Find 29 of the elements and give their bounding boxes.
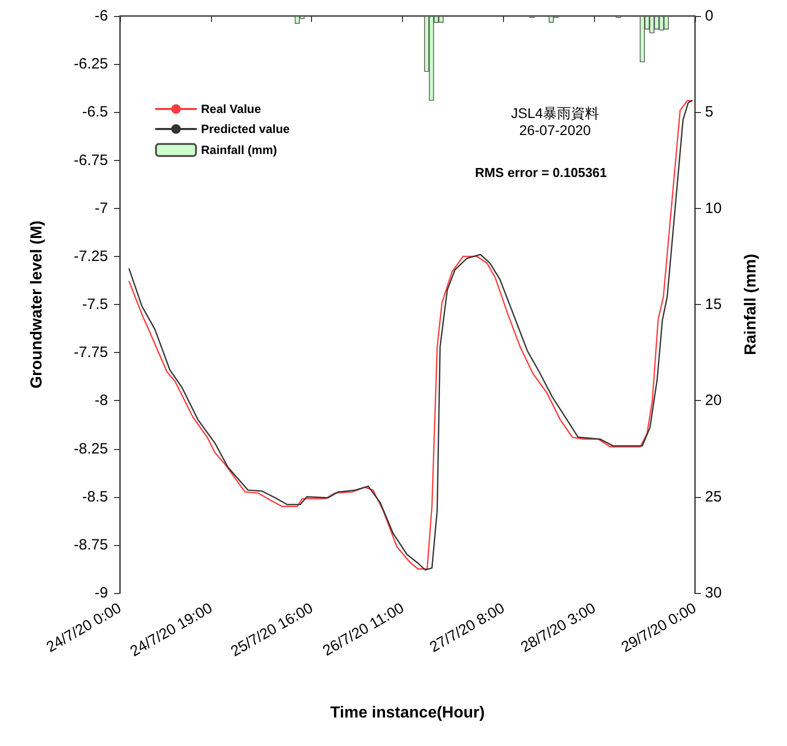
- y-tick-label: -8.25: [74, 440, 108, 458]
- annotation: RMS error = 0.105361: [475, 165, 607, 180]
- y-tick-label: -7.5: [82, 296, 108, 313]
- legend-label: Real Value: [201, 102, 262, 116]
- y-tick-label: -8.5: [82, 488, 108, 506]
- y-tick-label: -6.75: [74, 152, 108, 169]
- x-axis-title: Time instance(Hour): [330, 704, 485, 722]
- y-tick-label: -8: [94, 392, 108, 410]
- y2-tick-label: 30: [705, 584, 722, 602]
- y-tick-label: -7: [94, 200, 108, 217]
- y2-tick-label: 25: [705, 488, 722, 506]
- y-tick-label: -6: [94, 8, 108, 24]
- legend-label: Predicted value: [201, 122, 290, 136]
- y2-tick-label: 0: [705, 8, 714, 24]
- y-axis-title: Groundwater level (M): [28, 220, 46, 389]
- legend-label: Rainfall (mm): [201, 143, 278, 157]
- annotation: JSL4暴雨資料: [511, 105, 599, 121]
- y2-tick-label: 15: [705, 296, 722, 313]
- y-tick-label: -8.75: [74, 536, 108, 554]
- annotation: 26-07-2020: [519, 122, 592, 138]
- y-tick-label: -6.5: [82, 104, 108, 121]
- y2-tick-label: 10: [705, 200, 722, 217]
- y-tick-label: -9: [94, 584, 108, 602]
- y2-axis-title: Rainfall (mm): [742, 254, 760, 356]
- y-tick-label: -7.25: [74, 248, 108, 265]
- y-tick-label: -6.25: [74, 56, 108, 73]
- y2-tick-label: 5: [705, 104, 714, 121]
- y-tick-label: -7.75: [74, 344, 108, 362]
- y2-tick-label: 20: [705, 392, 722, 410]
